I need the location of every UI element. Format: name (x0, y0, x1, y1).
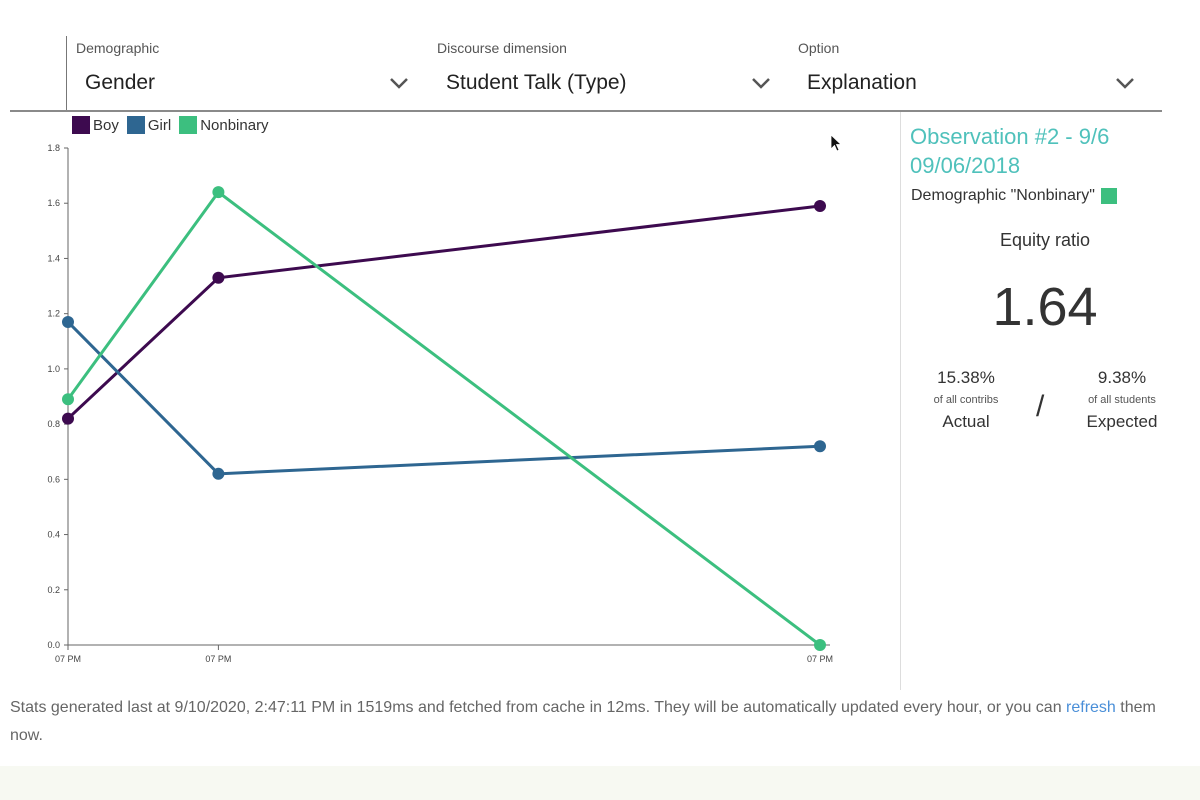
y-tick-label: 0.2 (47, 585, 60, 595)
footer-text-end: them now. (10, 699, 1156, 744)
data-point-nonbinary (814, 639, 826, 651)
y-tick-label: 1.8 (47, 143, 60, 153)
panel-divider (900, 112, 901, 690)
data-point-boy (62, 412, 74, 425)
demographic-text: Demographic "Nonbinary" (911, 187, 1095, 204)
y-tick-label: 1.6 (47, 198, 60, 208)
chevron-down-icon[interactable] (751, 76, 771, 90)
data-point-boy (814, 199, 826, 212)
demographic-label: Demographic (76, 40, 160, 56)
y-tick-label: 0.6 (47, 474, 60, 484)
actual-sub: of all contribs (933, 394, 999, 406)
filter-bar: Demographic Gender Discourse dimension S… (10, 30, 1162, 112)
y-tick-label: 0.4 (47, 530, 60, 540)
legend-swatch (179, 116, 198, 134)
x-tick-label: 07 PM (205, 654, 231, 664)
equity-ratio-value: 1.64 (992, 277, 1098, 337)
data-point-girl (814, 440, 826, 453)
actual-stat: 15.38% of all contribs Actual (906, 368, 1026, 432)
demographic-swatch (1100, 188, 1117, 204)
observation-title-line: Observation #2 - 9/6 (910, 124, 1110, 149)
series-line-girl (66, 320, 821, 476)
observation-title: Observation #2 - 9/6 09/06/2018 (910, 122, 1109, 180)
discourse-dimension-select[interactable]: Discourse dimension Student Talk (Type) (437, 40, 782, 110)
series-line-boy (66, 204, 821, 420)
data-point-girl (212, 467, 225, 480)
data-point-nonbinary (62, 393, 74, 406)
legend-item-nonbinary[interactable]: Nonbinary (179, 116, 269, 134)
x-tick-label: 07 PM (55, 654, 81, 664)
y-tick-label: 0.8 (47, 419, 60, 429)
chevron-down-icon[interactable] (1115, 76, 1135, 90)
legend-label: Boy (93, 116, 119, 134)
discourse-dimension-label: Discourse dimension (437, 40, 567, 56)
option-label: Option (798, 40, 840, 56)
line-chart: 0.0 0.2 0.4 0.6 0.8 1.0 1.2 1.4 1.6 1.8 07 PM 07 PM… (47, 143, 833, 664)
chevron-down-icon[interactable] (389, 76, 409, 90)
footer-text: Stats generated last at 9/10/2020, 2:47:… (10, 699, 1067, 716)
actual-percent: 15.38% (937, 368, 995, 387)
data-point-boy (212, 271, 225, 284)
x-tick-label: 07 PM (807, 654, 833, 664)
y-tick-label: 1.4 (47, 253, 60, 263)
filter-divider (66, 36, 67, 110)
demographic-indicator: Demographic "Nonbinary" (911, 187, 1117, 205)
legend-swatch (72, 116, 90, 134)
y-tick-label: 0.0 (47, 640, 60, 650)
demographic-value: Gender (85, 71, 156, 94)
expected-stat: 9.38% of all students Expected (1062, 368, 1182, 432)
series-line-nonbinary (66, 190, 821, 647)
data-point-girl (62, 315, 74, 328)
discourse-dimension-value: Student Talk (Type) (446, 71, 627, 94)
option-select[interactable]: Option Explanation (798, 40, 1148, 110)
ratio-slash: / (1036, 390, 1045, 423)
legend-swatch (126, 116, 145, 134)
mouse-cursor-icon (830, 134, 842, 152)
expected-sub: of all students (1088, 394, 1156, 406)
legend-label: Girl (147, 116, 172, 134)
data-point-nonbinary (212, 186, 225, 199)
legend-label: Nonbinary (200, 116, 269, 134)
refresh-link[interactable]: refresh (1066, 699, 1116, 716)
y-tick-label: 1.2 (47, 309, 60, 319)
demographic-select[interactable]: Demographic Gender (76, 40, 421, 110)
expected-label: Expected (1086, 412, 1158, 431)
chart-legend: Boy Girl Nonbinary (72, 116, 269, 134)
equity-ratio-label: Equity ratio (999, 230, 1091, 250)
legend-item-boy[interactable]: Boy (72, 116, 119, 134)
bottom-strip (0, 766, 1200, 800)
actual-label: Actual (942, 412, 990, 431)
legend-item-girl[interactable]: Girl (126, 116, 172, 134)
observation-date: 09/06/2018 (910, 153, 1021, 178)
stats-footer: Stats generated last at 9/10/2020, 2:47:… (10, 694, 1190, 750)
option-value: Explanation (807, 71, 917, 94)
y-tick-label: 1.0 (47, 364, 60, 374)
expected-percent: 9.38% (1097, 368, 1147, 387)
